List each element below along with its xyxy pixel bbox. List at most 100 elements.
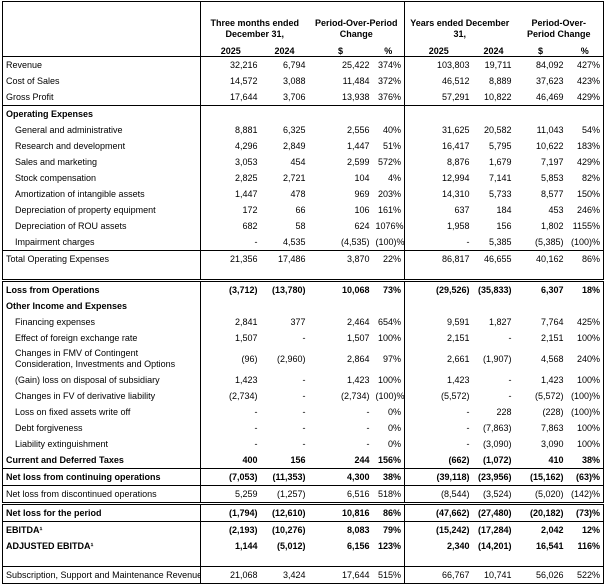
row-label: Liability extinguishment xyxy=(15,439,109,449)
value-cell: 572% xyxy=(377,157,402,167)
value-cell: 1076% xyxy=(375,221,404,231)
spacer-cell xyxy=(567,554,604,567)
value-cell: 1,802 xyxy=(541,221,564,231)
value-cell: (14,201) xyxy=(478,541,512,551)
value-cell: 4,568 xyxy=(541,354,564,364)
value-cell: 522% xyxy=(566,566,604,584)
column-header: % xyxy=(372,40,405,57)
table-row: Net loss from continuing operations (7,05… xyxy=(2,468,604,486)
table-row: Liability extinguishment - - -0% - (3,090) 3,0… xyxy=(3,436,604,452)
value-cell: 8,889 xyxy=(489,76,512,86)
empty-cell xyxy=(200,298,261,314)
row-label: General and administrative xyxy=(15,125,123,135)
value-cell: 184 xyxy=(496,205,512,215)
value-cell: 51% xyxy=(383,141,402,151)
value-cell: 14,572 xyxy=(200,73,261,89)
value-cell: - xyxy=(200,234,261,251)
value-cell: 8,876 xyxy=(404,154,473,170)
value-cell: 150% xyxy=(577,189,601,199)
spacer-cell xyxy=(373,554,405,567)
value-cell: 2,151 xyxy=(404,330,473,346)
value-cell: 100% xyxy=(577,423,601,433)
value-cell: (20,182) xyxy=(514,502,567,522)
value-cell: 84,092 xyxy=(536,60,564,70)
row-label: Total Operating Expenses xyxy=(2,250,201,267)
value-cell: (39,118) xyxy=(404,468,473,486)
table-row: Loss from Operations (3,712) (13,780) 10,06… xyxy=(2,279,604,298)
column-header: $ xyxy=(514,40,567,57)
value-cell: 54% xyxy=(582,125,601,135)
value-cell: (5,020) xyxy=(514,485,567,504)
value-cell: 6,307 xyxy=(514,279,567,298)
spacer-row xyxy=(3,267,604,281)
value-cell: 454 xyxy=(290,157,306,167)
table-row: Debt forgiveness - - -0% - (7,863) 7,863 100% xyxy=(3,420,604,436)
value-cell: 31,625 xyxy=(404,122,473,138)
value-cell: 123% xyxy=(377,541,402,551)
empty-cell xyxy=(404,298,473,314)
table-row: Amortization of intangible assets 1,447 47… xyxy=(3,186,604,202)
spacer-cell xyxy=(404,554,473,567)
value-cell: 8,083 xyxy=(308,521,373,538)
value-cell: (13,780) xyxy=(260,279,309,298)
value-cell: 240% xyxy=(577,354,601,364)
value-cell: (2,734) xyxy=(200,388,261,404)
value-cell: 1,507 xyxy=(346,333,370,343)
spacer-cell xyxy=(3,267,201,281)
empty-cell xyxy=(473,298,515,314)
value-cell: 10,622 xyxy=(536,141,564,151)
column-header: 2024 xyxy=(472,40,515,57)
value-cell: 10,816 xyxy=(308,502,373,522)
value-cell: (100)% xyxy=(375,391,405,401)
value-cell: - xyxy=(404,420,473,436)
row-label: Changes in FV of derivative liability xyxy=(15,391,156,401)
spacer-cell xyxy=(261,267,309,281)
value-cell: 9,591 xyxy=(404,314,473,330)
row-label: Research and development xyxy=(15,141,126,151)
value-cell: 377 xyxy=(290,317,306,327)
value-cell: 6,794 xyxy=(282,60,306,70)
value-cell: 8,577 xyxy=(541,189,564,199)
value-cell: 40% xyxy=(383,125,402,135)
value-cell: 17,644 xyxy=(308,566,373,584)
column-header: 2024 xyxy=(260,40,309,57)
value-cell: 66,767 xyxy=(404,566,473,584)
spacer-cell xyxy=(567,267,604,281)
value-cell: 16,541 xyxy=(536,541,564,551)
spacer-cell xyxy=(473,267,515,281)
value-cell: 66 xyxy=(295,205,306,215)
column-header: 2025 xyxy=(404,40,473,57)
value-cell: 46,512 xyxy=(404,73,473,89)
empty-cell xyxy=(373,298,405,314)
empty-cell xyxy=(372,105,405,122)
value-cell: - xyxy=(366,423,370,433)
value-cell: 172 xyxy=(200,202,261,218)
value-cell: 100% xyxy=(377,333,402,343)
value-cell: 246% xyxy=(577,205,601,215)
value-cell: 86% xyxy=(566,250,604,267)
empty-cell xyxy=(566,105,604,122)
value-cell: 0% xyxy=(388,407,402,417)
value-cell: 1,144 xyxy=(200,538,261,554)
spacer-row xyxy=(3,554,604,567)
value-cell: 18% xyxy=(566,279,604,298)
table-row: (Gain) loss on disposal of subsidiary 1,4… xyxy=(3,372,604,388)
value-cell: 32,216 xyxy=(200,56,261,73)
table-row: Financing expenses 2,841 377 2,464 654% 9,591… xyxy=(3,314,604,330)
value-cell: 1,423 xyxy=(200,372,261,388)
value-cell: 1,447 xyxy=(346,141,370,151)
value-cell: 2,464 xyxy=(346,317,370,327)
value-cell: 40,162 xyxy=(514,250,567,267)
value-cell: - xyxy=(508,333,512,343)
row-label: EBITDA¹ xyxy=(2,521,201,538)
row-label: Depreciation of ROU assets xyxy=(15,221,127,231)
table-row: Research and development 4,296 2,849 1,447 5… xyxy=(3,138,604,154)
value-cell: 1,423 xyxy=(346,375,370,385)
row-label: Changes in FMV of Contingent Considerati… xyxy=(15,348,176,369)
value-cell: 425% xyxy=(577,317,601,327)
value-cell: (15,242) xyxy=(404,521,473,538)
empty-cell xyxy=(472,105,515,122)
row-label: Sales and marketing xyxy=(15,157,98,167)
value-cell: 17,486 xyxy=(260,250,309,267)
value-cell: 7,197 xyxy=(541,157,564,167)
